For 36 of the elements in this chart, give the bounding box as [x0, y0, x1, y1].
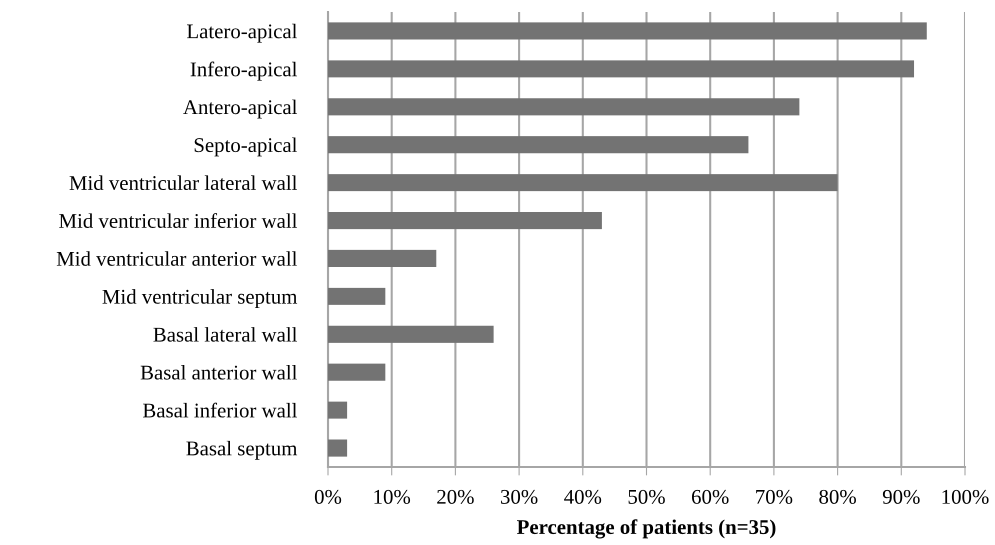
y-tick-label: Septo-apical [194, 137, 298, 156]
y-tick-label: Antero-apical [183, 100, 298, 118]
x-tick-label: 100% [942, 490, 989, 504]
y-tick-label: Basal inferior wall [143, 402, 298, 418]
bar [328, 174, 838, 192]
bar [328, 402, 348, 419]
y-tick-label: Basal septum [186, 440, 298, 460]
y-tick-label: Mid ventricular inferior wall [59, 213, 298, 228]
x-tick-label: 10% [374, 490, 410, 504]
bar [328, 364, 386, 381]
x-tick-label: 70% [756, 490, 792, 504]
bar [328, 136, 748, 154]
x-tick-label: 80% [819, 490, 856, 504]
x-tick-label: 20% [437, 490, 474, 504]
bar [328, 288, 386, 305]
y-tick-label: Mid ventricular anterior wall [56, 251, 298, 266]
y-tick-label: Mid ventricular lateral wall [70, 175, 298, 190]
y-tick-label: Mid ventricular septum [102, 289, 298, 308]
bar [328, 212, 602, 230]
y-tick-label: Infero-apical [190, 62, 298, 81]
x-axis-title: Percentage of patients (n=35) [517, 519, 776, 538]
bar [328, 60, 914, 78]
bar [328, 22, 927, 40]
y-tick-label: Basal anterior wall [140, 364, 298, 380]
x-tick-label: 30% [501, 490, 538, 504]
y-tick-label: Basal lateral wall [153, 327, 298, 342]
x-tick-label: 60% [692, 490, 729, 504]
x-tick-label: 40% [564, 490, 602, 504]
bar [328, 326, 494, 343]
bar [328, 440, 348, 457]
x-tick-label: 90% [882, 490, 920, 504]
bar [328, 250, 436, 267]
x-tick-label: 50% [628, 490, 665, 504]
y-tick-label: Latero-apical [187, 24, 298, 43]
x-tick-label: 0% [314, 490, 342, 504]
bar [328, 98, 800, 116]
